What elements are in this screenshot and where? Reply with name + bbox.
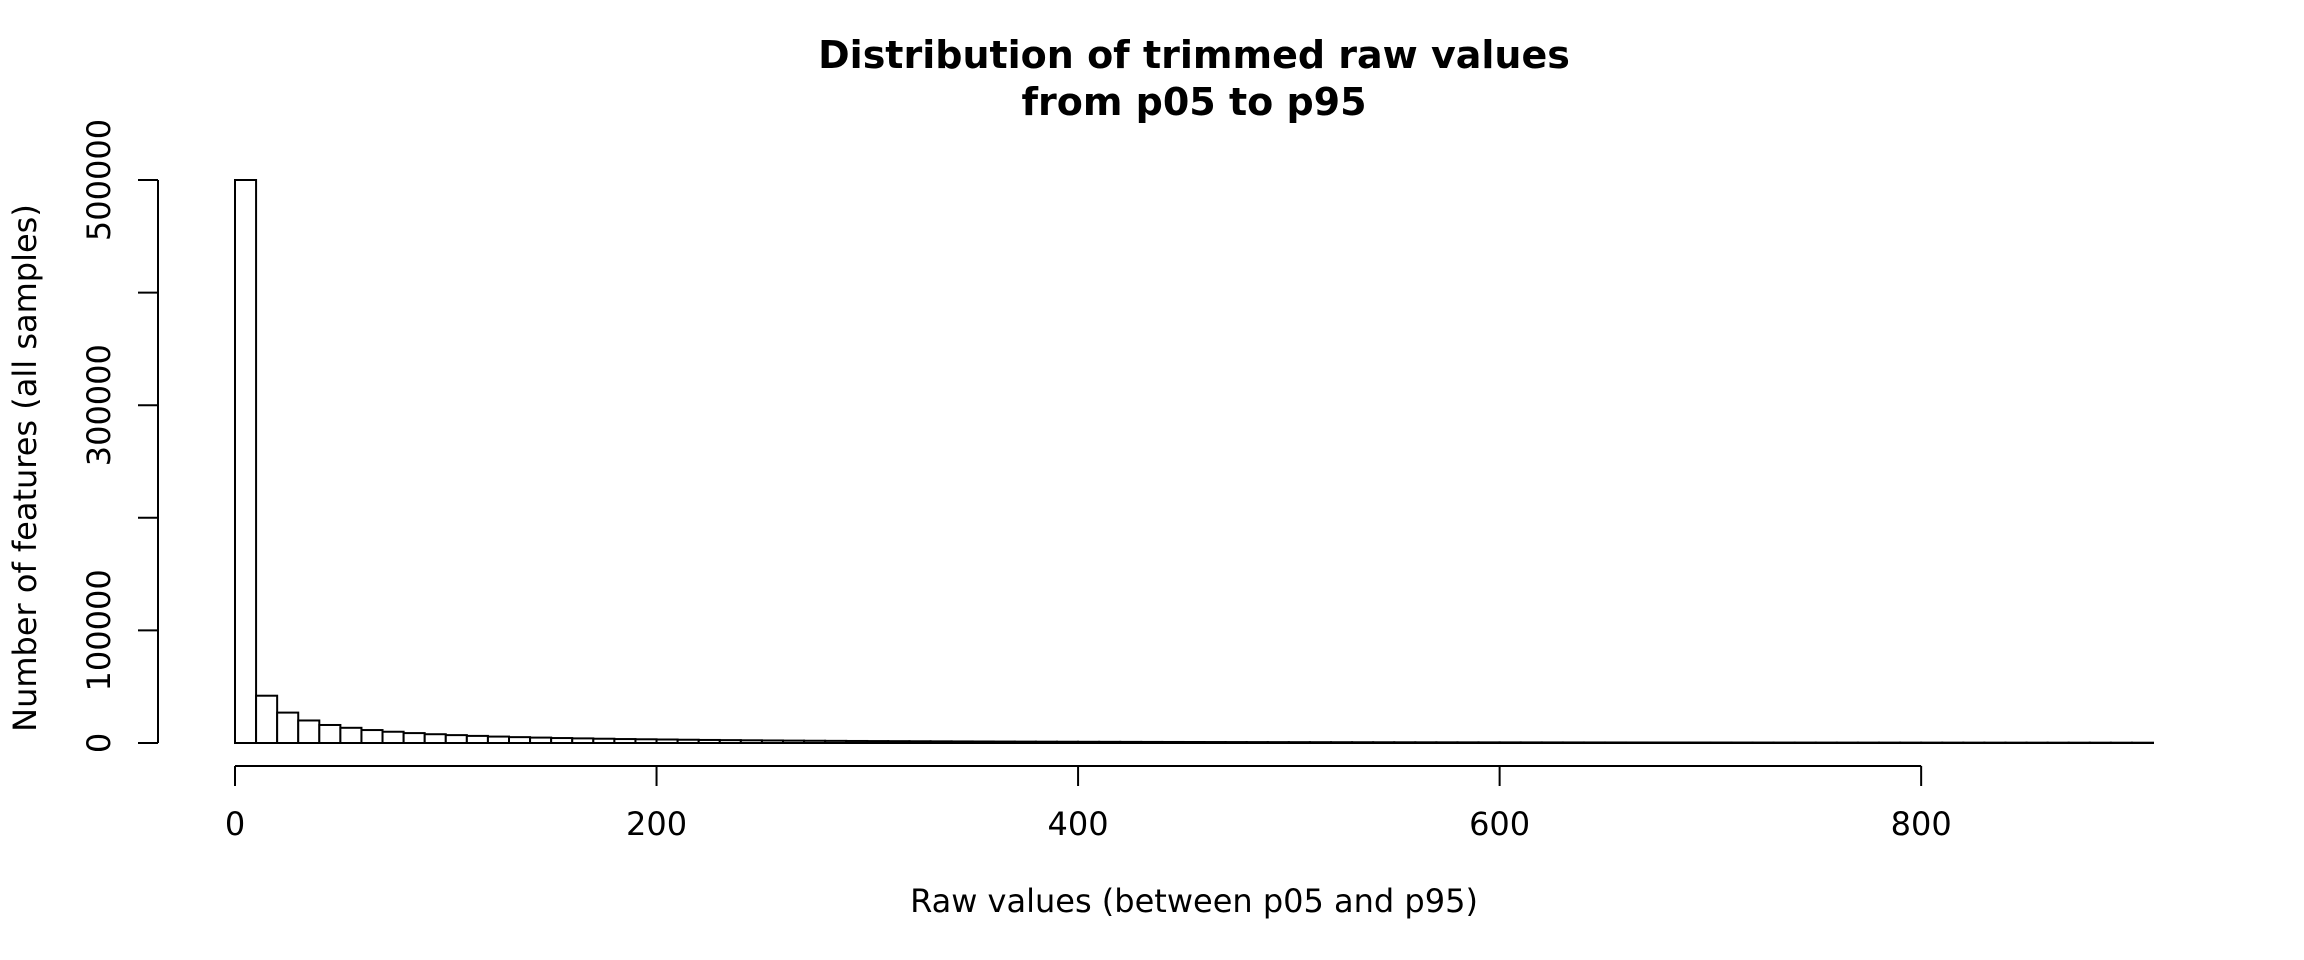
- chart-title: Distribution of trimmed raw values: [818, 33, 1570, 77]
- histogram-bar: [887, 740, 911, 745]
- histogram-bar: [339, 726, 363, 745]
- histogram-bar: [1330, 741, 1354, 745]
- histogram-bar: [1456, 741, 1480, 744]
- histogram-bar: [1266, 741, 1290, 744]
- histogram-bar: [760, 739, 785, 744]
- histogram-bar: [1393, 741, 1417, 745]
- histogram-bar: [1498, 741, 1522, 745]
- histogram-bar: [529, 736, 553, 745]
- x-tick-label: 200: [626, 805, 687, 843]
- histogram-bar: [1308, 741, 1333, 745]
- histogram-bar: [1435, 741, 1459, 744]
- y-tick-label: 500000: [80, 119, 118, 241]
- histogram-bar: [613, 738, 637, 745]
- histogram-bar: [486, 735, 510, 744]
- histogram-bar: [1540, 741, 1564, 744]
- histogram-bar: [297, 719, 321, 744]
- histogram-bar: [908, 740, 932, 744]
- histogram-bar: [1604, 741, 1628, 744]
- histogram-bar: [255, 694, 279, 745]
- x-axis: 0 200 400 600 800: [225, 765, 1952, 843]
- histogram-bar: [824, 739, 848, 744]
- histogram-bar: [782, 739, 806, 744]
- y-axis-label: Number of features (all samples): [6, 204, 44, 732]
- histogram-bar: [1203, 741, 1227, 745]
- histogram-bar: [1077, 740, 1101, 744]
- histogram-bar: [676, 738, 700, 745]
- histogram-bar: [1351, 741, 1375, 745]
- histogram-bar: [360, 729, 384, 745]
- histogram-bar: [592, 737, 616, 744]
- histogram-bar: [634, 738, 658, 744]
- y-tick-label: 0: [80, 733, 118, 753]
- histogram-bar: [739, 739, 763, 745]
- histogram-bar: [1646, 741, 1670, 744]
- histogram-bar: [423, 733, 447, 745]
- histogram-bar: [950, 740, 974, 744]
- chart-subtitle: from p05 to p95: [1021, 80, 1366, 124]
- x-tick-label: 600: [1469, 805, 1530, 843]
- histogram-bar: [1140, 740, 1164, 744]
- histogram-bar: [571, 737, 595, 745]
- histogram-bar: [992, 740, 1016, 744]
- histogram-bar: [234, 179, 258, 744]
- histogram-bar: [550, 737, 574, 744]
- histogram-bar: [318, 723, 342, 745]
- histogram-bar: [655, 738, 679, 744]
- histogram-bar: [1098, 740, 1122, 744]
- histogram-bar: [1056, 740, 1080, 745]
- histogram-bar: [697, 738, 721, 744]
- x-tick-label: 400: [1048, 805, 1109, 843]
- y-tick-label: 300000: [80, 344, 118, 466]
- histogram-bar: [381, 730, 405, 744]
- histogram-bar: [276, 711, 300, 745]
- histogram-bar: [718, 739, 742, 745]
- histogram-bar: [508, 736, 532, 744]
- histogram-bar: [1182, 741, 1206, 744]
- histogram-bar: [1245, 741, 1269, 745]
- histogram-bar: [1224, 741, 1248, 744]
- histogram-bar: [1119, 740, 1143, 744]
- histogram-bar: [1287, 741, 1311, 744]
- histogram-bar: [866, 740, 890, 745]
- histogram-bar: [1013, 740, 1037, 745]
- histogram-bar: [1582, 741, 1607, 745]
- histogram-bar: [929, 740, 953, 745]
- histogram-bar: [845, 739, 869, 745]
- histogram-bar: [1519, 741, 1543, 745]
- x-axis-label: Raw values (between p05 and p95): [910, 882, 1478, 920]
- histogram-bar: [971, 740, 995, 744]
- histogram-bar: [1477, 741, 1501, 744]
- histogram-bar: [1414, 741, 1438, 745]
- y-axis: 0 100000 300000 500000: [80, 119, 159, 753]
- x-tick-label: 800: [1891, 805, 1952, 843]
- histogram-bar: [1372, 741, 1396, 745]
- histogram-bar: [465, 734, 489, 744]
- x-tick-label: 0: [225, 805, 245, 843]
- histogram-bar: [1625, 741, 1649, 745]
- histogram-bar: [1161, 740, 1185, 745]
- y-tick-label: 100000: [80, 569, 118, 691]
- histogram-bar: [1561, 741, 1585, 744]
- bars-group: [234, 179, 2155, 745]
- histogram-bar: [444, 734, 468, 744]
- histogram-bar: [803, 739, 827, 744]
- histogram-bar: [1034, 740, 1059, 744]
- histogram-bar: [402, 732, 426, 744]
